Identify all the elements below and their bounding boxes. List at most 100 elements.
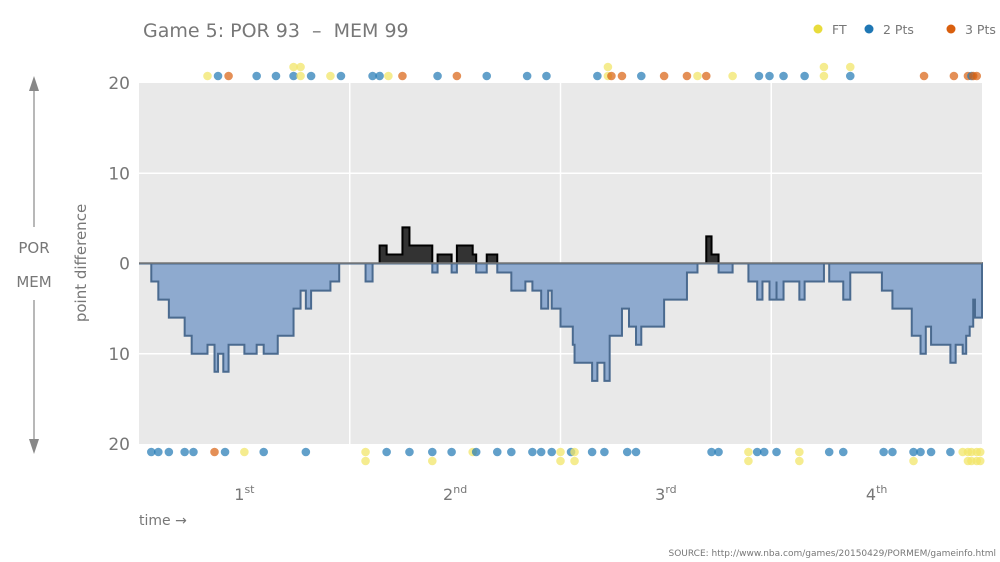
mem-2pt-dot [587, 447, 597, 457]
por-3pt-dot [949, 71, 959, 81]
top-team-label: POR [18, 239, 49, 257]
team-direction-indicator: POR MEM [16, 76, 52, 454]
mem-2pt-dot [631, 447, 641, 457]
source-note: SOURCE: http://www.nba.com/games/2015042… [668, 549, 996, 559]
mem-2pt-dot [536, 447, 546, 457]
mem-ft-dot [361, 456, 370, 466]
por-3pt-dot [659, 71, 669, 81]
mem-2pt-dot [547, 447, 557, 457]
arrow-down-icon [29, 439, 39, 454]
mem-ft-dot [556, 447, 565, 457]
mem-2pt-dot [772, 447, 781, 457]
y-tick-label: 10 [108, 345, 130, 365]
mem-ft-dot [361, 447, 370, 457]
mem-2pt-dot [714, 447, 723, 457]
y-tick-label: 0 [119, 255, 130, 275]
quarter-label: 1st [234, 483, 255, 504]
mem-2pt-dot [759, 447, 769, 457]
mem-2pt-dot [382, 447, 391, 457]
mem-2pt-dot [752, 447, 762, 457]
por-2pt-dot [593, 71, 602, 81]
scoring-events [146, 62, 985, 466]
mem-2pt-dot [164, 447, 174, 457]
mem-3pt-dot [210, 447, 219, 457]
mem-2pt-dot [707, 447, 716, 457]
mem-2pt-dot [301, 447, 311, 457]
por-2pt-dot [375, 71, 384, 81]
por-2pt-dot [542, 71, 551, 81]
por-ft-dot [845, 62, 855, 72]
mem-2pt-dot [259, 447, 268, 457]
legend-marker-FT [813, 24, 823, 34]
mem-ft-dot [427, 456, 437, 466]
mem-2pt-dot [879, 447, 888, 457]
mem-2pt-dot [220, 447, 230, 457]
score-diff-area [139, 226, 983, 382]
mem-2pt-dot [189, 447, 198, 457]
mem-2pt-dot [926, 447, 936, 457]
mem-ft-dot [240, 447, 249, 457]
por-3pt-dot [919, 71, 929, 81]
mem-2pt-dot [909, 447, 918, 457]
por-3pt-dot [398, 71, 407, 81]
por-3pt-dot [682, 71, 692, 81]
por-2pt-dot [252, 71, 261, 81]
por-2pt-dot [289, 71, 298, 81]
por-ft-dot [728, 71, 737, 81]
y-axis-ticks: 20 10 0 10 20 [108, 74, 130, 455]
y-tick-label: 20 [108, 74, 130, 94]
por-ft-dot [819, 71, 829, 81]
por-2pt-dot [368, 71, 377, 81]
quarter-labels: 1st 2nd 3rd 4th [234, 483, 887, 504]
mem-2pt-dot [447, 447, 456, 457]
mem-2pt-dot [405, 447, 414, 457]
legend-label: 2 Pts [883, 22, 914, 37]
legend-marker-2 [864, 24, 874, 34]
por-ft-dot [326, 71, 335, 81]
por-2pt-dot [213, 71, 223, 81]
por-ft-dot [819, 62, 829, 72]
por-2pt-dot [765, 71, 774, 81]
mem-2pt-dot [154, 447, 163, 457]
por-2pt-dot [779, 71, 788, 81]
quarter-label: 3rd [655, 483, 677, 504]
por-2pt-dot [754, 71, 764, 81]
por-ft-dot [603, 62, 613, 72]
mem-ft-dot [744, 447, 753, 457]
por-3pt-dot [972, 71, 982, 81]
mem-ft-dot [795, 456, 804, 466]
por-2pt-dot [636, 71, 646, 81]
mem-2pt-dot [916, 447, 925, 457]
y-tick-label: 20 [108, 435, 130, 455]
por-2pt-dot [522, 71, 532, 81]
por-2pt-dot [800, 71, 809, 81]
por-3pt-dot [607, 71, 616, 81]
mem-2pt-dot [507, 447, 516, 457]
mem-2pt-dot [838, 447, 848, 457]
por-lead-area [139, 226, 983, 263]
mem-ft-dot [909, 456, 918, 466]
mem-2pt-dot [492, 447, 502, 457]
mem-2pt-dot [824, 447, 834, 457]
por-2pt-dot [336, 71, 346, 81]
y-axis-label: point difference [72, 204, 90, 322]
mem-2pt-dot [600, 447, 609, 457]
por-ft-dot [693, 71, 702, 81]
mem-ft-dot [975, 456, 985, 466]
quarter-label: 2nd [443, 483, 467, 504]
arrow-up-icon [29, 76, 39, 91]
por-2pt-dot [482, 71, 492, 81]
por-ft-dot [384, 71, 393, 81]
por-2pt-dot [271, 71, 281, 81]
x-axis-label: time → [139, 513, 187, 529]
mem-ft-dot [556, 456, 565, 466]
bottom-team-label: MEM [16, 273, 51, 291]
mem-2pt-dot [471, 447, 481, 457]
por-3pt-dot [617, 71, 627, 81]
por-3pt-dot [224, 71, 233, 81]
chart-title: Game 5: POR 93 – MEM 99 [143, 20, 409, 42]
y-tick-label: 10 [108, 164, 130, 184]
mem-2pt-dot [888, 447, 897, 457]
por-2pt-dot [433, 71, 442, 81]
